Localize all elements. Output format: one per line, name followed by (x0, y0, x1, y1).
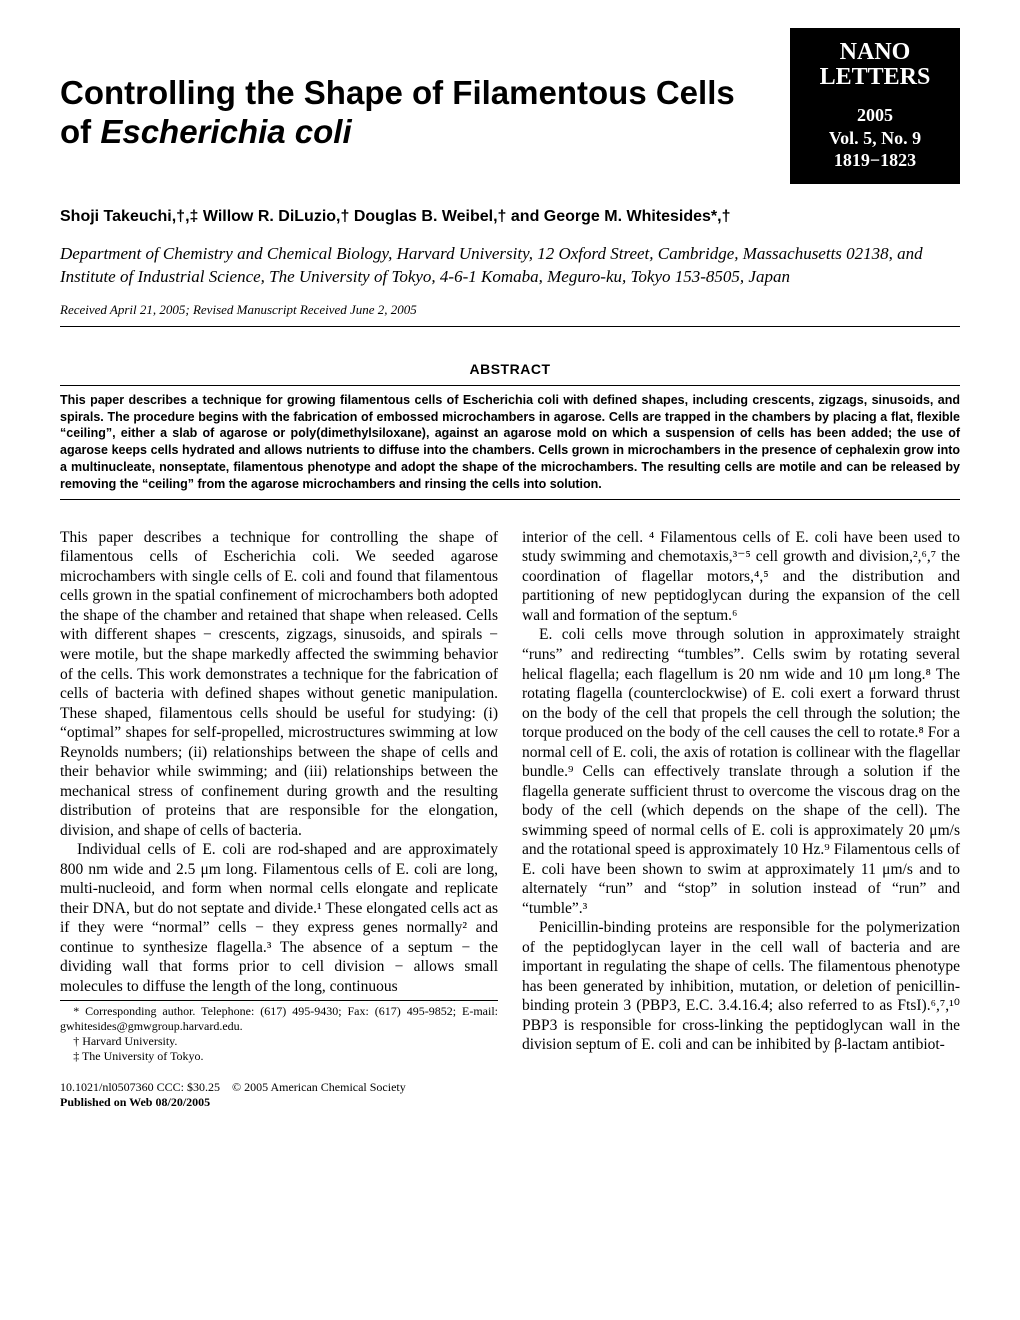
journal-year: 2005 (798, 104, 952, 127)
journal-name: NANO LETTERS (798, 40, 952, 90)
received-dates: Received April 21, 2005; Revised Manuscr… (60, 302, 960, 318)
title-italic: Escherichia coli (100, 113, 351, 150)
affiliation: Department of Chemistry and Chemical Bio… (60, 243, 960, 287)
abstract-label: ABSTRACT (60, 361, 960, 377)
abstract-text: This paper describes a technique for gro… (60, 392, 960, 493)
body-p5: Penicillin-binding proteins are responsi… (522, 918, 960, 1055)
journal-pages: 1819−​1823 (798, 149, 952, 172)
page: Controlling the Shape of Filamentous Cel… (0, 0, 1020, 1130)
footnote-aff1: † Harvard University. (60, 1034, 498, 1049)
footnote-corresponding: * Corresponding author. Telephone: (617)… (60, 1004, 498, 1034)
journal-name-line1: NANO (840, 39, 911, 65)
body-p1: This paper describes a technique for con… (60, 528, 498, 840)
header-rule (60, 326, 960, 327)
body-p2: Individual cells of E. coli are rod-shap… (60, 840, 498, 996)
body-columns: This paper describes a technique for con… (60, 528, 960, 1064)
journal-volume: Vol. 5, No. 9 (798, 127, 952, 150)
article-title: Controlling the Shape of Filamentous Cel… (60, 74, 772, 151)
body-p3: interior of the cell. ⁴ Filamentous cell… (522, 528, 960, 626)
authors: Shoji Takeuchi,†,‡ Willow R. DiLuzio,† D… (60, 206, 960, 228)
published-on-web: Published on Web 08/20/2005 (60, 1095, 960, 1110)
journal-name-line2: LETTERS (820, 64, 931, 90)
header-row: Controlling the Shape of Filamentous Cel… (60, 28, 960, 184)
footnote-aff2: ‡ The University of Tokyo. (60, 1049, 498, 1064)
abstract-rule-top (60, 385, 960, 386)
publication-footer: 10.1021/nl0507360 CCC: $30.25 © 2005 Ame… (60, 1080, 960, 1110)
doi-line: 10.1021/nl0507360 CCC: $30.25 © 2005 Ame… (60, 1080, 960, 1095)
title-container: Controlling the Shape of Filamentous Cel… (60, 28, 772, 151)
footnotes: * Corresponding author. Telephone: (617)… (60, 1000, 498, 1064)
abstract-rule-bot (60, 499, 960, 500)
body-p4: E. coli cells move through solution in a… (522, 625, 960, 918)
journal-badge: NANO LETTERS 2005 Vol. 5, No. 9 1819−​18… (790, 28, 960, 184)
